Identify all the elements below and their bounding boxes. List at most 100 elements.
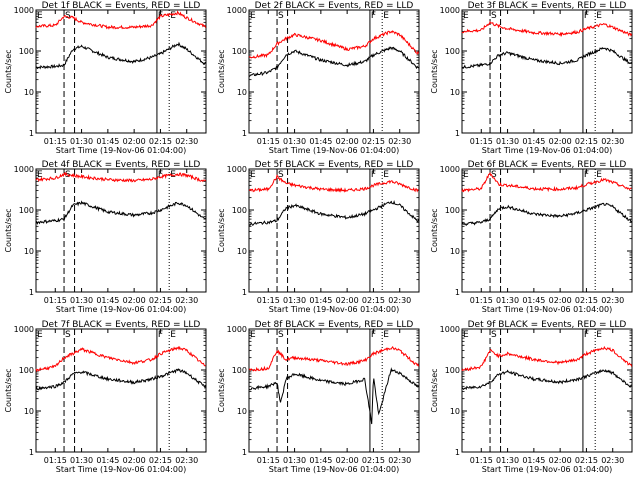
x-axis-label: Start Time (19-Nov-06 01:04:00) [269, 305, 399, 314]
plot-frame [248, 168, 420, 293]
chart-title: Det 7f BLACK = Events, RED = LLD [42, 320, 201, 330]
y-tick-label: 1000 [14, 165, 34, 174]
chart-title: Det 6f BLACK = Events, RED = LLD [468, 160, 627, 170]
x-tick-label: 01:30 [283, 296, 306, 305]
y-tick-label: 10 [24, 407, 34, 416]
series-line-lld [248, 174, 419, 193]
x-tick-label: 02:00 [549, 296, 572, 305]
x-tick-label: 02:30 [175, 456, 198, 465]
x-tick-label: 01:15 [257, 137, 280, 146]
series-line-events [248, 367, 420, 425]
x-tick-label: 02:15 [362, 296, 385, 305]
x-tick-label: 01:30 [283, 137, 306, 146]
x-tick-label: 02:15 [149, 296, 172, 305]
marker-label: E [463, 330, 469, 340]
x-tick-label: 01:30 [496, 296, 519, 305]
series-line-lld [35, 345, 206, 373]
x-tick-label: 01:15 [470, 137, 493, 146]
marker-label: E [463, 170, 469, 180]
y-tick-label: 1000 [14, 325, 34, 334]
marker-label: S [65, 11, 71, 21]
marker-label: F [371, 170, 376, 180]
x-axis-label: Start Time (19-Nov-06 01:04:00) [482, 465, 612, 474]
marker-label: S [65, 330, 71, 340]
plot-frame [35, 9, 207, 134]
chart-title: Det 5f BLACK = Events, RED = LLD [255, 160, 414, 170]
x-tick-label: 01:15 [44, 296, 67, 305]
series-line-lld [461, 172, 632, 193]
y-tick-label: 100 [445, 206, 460, 215]
x-tick-label: 01:45 [309, 296, 332, 305]
marker-label: E [170, 330, 176, 340]
x-tick-label: 02:15 [362, 456, 385, 465]
y-tick-label: 10 [237, 407, 247, 416]
series-line-lld [35, 171, 206, 183]
marker-label: E [463, 11, 469, 21]
y-axis-label: Counts/sec [430, 208, 439, 252]
x-tick-label: 02:30 [388, 137, 411, 146]
y-tick-label: 1 [455, 448, 460, 457]
x-tick-label: 01:45 [522, 137, 545, 146]
marker-label: E [596, 170, 602, 180]
marker-label: E [170, 11, 176, 21]
marker-label: S [491, 330, 497, 340]
chart-title: Det 2f BLACK = Events, RED = LLD [255, 1, 414, 11]
chart-title: Det 4f BLACK = Events, RED = LLD [42, 160, 201, 170]
series-line-lld [248, 30, 420, 59]
x-tick-label: 01:45 [522, 296, 545, 305]
series-line-lld [461, 345, 633, 372]
y-tick-label: 1000 [227, 165, 247, 174]
x-tick-label: 01:45 [309, 456, 332, 465]
y-tick-label: 10 [450, 247, 460, 256]
marker-label: F [158, 330, 163, 340]
series-line-events [461, 46, 633, 69]
y-tick-label: 1 [242, 129, 247, 138]
x-tick-label: 02:00 [123, 456, 146, 465]
y-tick-label: 100 [445, 366, 460, 375]
x-tick-label: 02:30 [601, 296, 624, 305]
marker-label: E [596, 11, 602, 21]
y-tick-label: 1000 [440, 6, 460, 15]
marker-label: E [37, 11, 43, 21]
y-axis-label: Counts/sec [4, 368, 13, 412]
y-tick-label: 1 [455, 288, 460, 297]
x-tick-label: 02:15 [149, 456, 172, 465]
x-tick-label: 01:15 [257, 456, 280, 465]
y-tick-label: 10 [450, 407, 460, 416]
x-axis-label: Start Time (19-Nov-06 01:04:00) [482, 305, 612, 314]
marker-label: E [596, 330, 602, 340]
y-axis-label: Counts/sec [430, 368, 439, 412]
series-line-lld [248, 346, 420, 372]
x-tick-label: 02:30 [175, 137, 198, 146]
x-tick-label: 02:00 [336, 296, 359, 305]
x-tick-label: 01:15 [44, 137, 67, 146]
x-tick-label: 01:30 [496, 137, 519, 146]
plot-frame [461, 168, 633, 293]
x-tick-label: 01:30 [496, 456, 519, 465]
y-tick-label: 1000 [440, 165, 460, 174]
y-axis-label: Counts/sec [217, 368, 226, 412]
y-axis-label: Counts/sec [217, 208, 226, 252]
plot-frame [35, 168, 207, 293]
x-tick-label: 02:30 [388, 456, 411, 465]
y-tick-label: 10 [450, 88, 460, 97]
x-tick-label: 01:30 [70, 456, 93, 465]
y-tick-label: 100 [232, 47, 247, 56]
series-line-events [35, 368, 207, 391]
x-tick-label: 01:15 [470, 296, 493, 305]
y-tick-label: 100 [19, 366, 34, 375]
x-axis-label: Start Time (19-Nov-06 01:04:00) [56, 146, 186, 155]
x-tick-label: 02:30 [175, 296, 198, 305]
series-line-events [248, 200, 420, 226]
y-axis-label: Counts/sec [4, 208, 13, 252]
y-tick-label: 1 [29, 129, 34, 138]
series-line-lld [35, 10, 207, 30]
y-tick-label: 1000 [14, 6, 34, 15]
marker-label: S [278, 170, 284, 180]
y-tick-label: 1 [455, 129, 460, 138]
plot-frame [35, 328, 207, 453]
